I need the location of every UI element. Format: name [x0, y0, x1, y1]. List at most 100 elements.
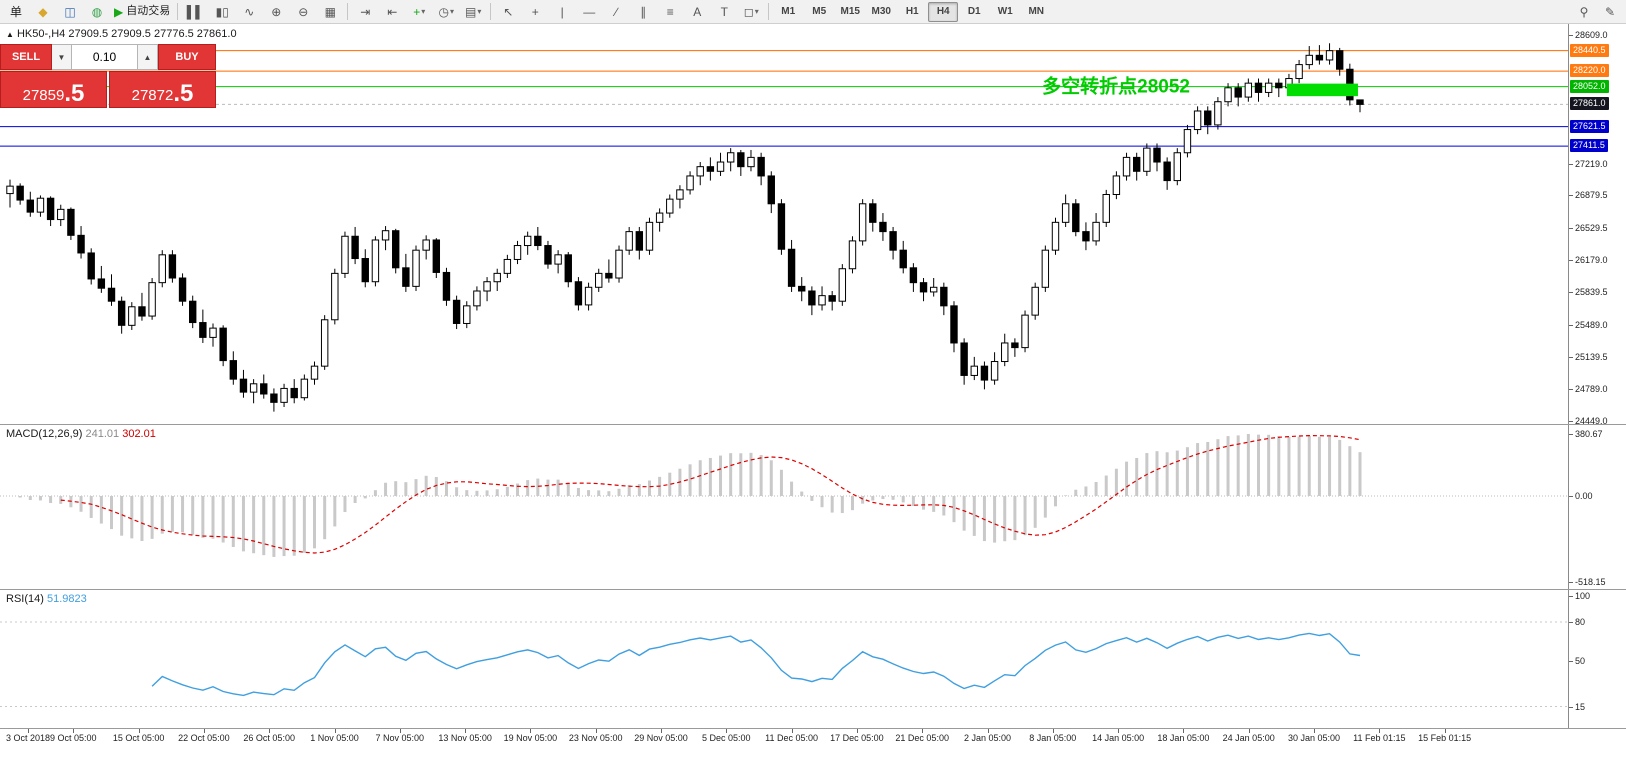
panel-divider[interactable] — [0, 589, 1626, 590]
macd-title: MACD(12,26,9) — [6, 428, 83, 440]
time-tick: 11 Dec 05:00 — [765, 733, 819, 743]
timeframe-h1[interactable]: H1 — [905, 6, 919, 17]
lot-decrease-button[interactable]: ▼ — [52, 44, 72, 70]
time-tick: 8 Jan 05:00 — [1029, 733, 1077, 743]
lot-increase-button[interactable]: ▲ — [138, 44, 158, 70]
rsi-axis-tick: 80 — [1575, 617, 1586, 627]
time-tick: 7 Nov 05:00 — [375, 733, 425, 743]
price-level-badge: 27621.5 — [1570, 119, 1609, 133]
axis-tickmark — [1569, 496, 1573, 497]
channel-button[interactable]: ∥ — [640, 4, 647, 19]
axis-tickmark — [1569, 356, 1573, 358]
periods-button[interactable]: ◷ ▾ — [438, 4, 454, 19]
axis-tickmark — [1569, 706, 1573, 708]
price-level-badge: 28440.5 — [1570, 43, 1609, 57]
candlestick-chart-button[interactable]: ▮▯ — [215, 4, 229, 19]
refresh-icon[interactable]: ◍ — [91, 4, 103, 19]
price-level-lines[interactable] — [0, 50, 1568, 147]
time-tickmark — [987, 729, 989, 733]
tile-windows-button[interactable]: ▦ — [324, 4, 336, 19]
time-tickmark — [1444, 729, 1446, 733]
cursor-button[interactable]: ↖ — [503, 4, 514, 19]
autotrading-button[interactable]: ▶ 自动交易 — [114, 4, 171, 19]
timeframe-m5[interactable]: M5 — [812, 6, 827, 17]
timeframe-m1[interactable]: M1 — [781, 6, 796, 17]
time-tick: 18 Jan 05:00 — [1157, 733, 1210, 743]
time-tickmark — [1248, 729, 1250, 733]
zoom-out-button[interactable]: ⊖ — [298, 4, 309, 19]
chart-wizard-icon[interactable]: ◆ — [38, 4, 48, 19]
timeframe-mn[interactable]: MN — [1028, 6, 1045, 17]
buy-price-box[interactable]: 27872.5 — [109, 71, 216, 108]
buy-price-frac: .5 — [173, 79, 194, 107]
time-tick: 24 Jan 05:00 — [1222, 733, 1275, 743]
vertical-line-button[interactable]: | — [560, 4, 564, 19]
edit-icon[interactable]: ✎ — [1604, 4, 1616, 19]
time-tick: 21 Dec 05:00 — [895, 733, 949, 743]
macd-axis-tick: -518.15 — [1575, 577, 1606, 587]
line-chart-button[interactable]: ∿ — [244, 4, 255, 19]
time-tickmark — [73, 729, 75, 733]
lot-size-input[interactable] — [72, 44, 138, 70]
time-tickmark — [856, 729, 858, 733]
bar-chart-button[interactable]: ▌▌ — [186, 4, 204, 19]
sell-button[interactable]: SELL — [0, 44, 52, 70]
buy-button[interactable]: BUY — [158, 44, 216, 70]
text-button[interactable]: A — [693, 4, 702, 19]
sell-price-box[interactable]: 27859.5 — [0, 71, 107, 108]
time-tick: 2 Jan 05:00 — [963, 733, 1012, 743]
highlight-zone[interactable] — [1286, 83, 1358, 97]
time-tick: 19 Nov 05:00 — [503, 733, 558, 743]
symbol-ohlc-values: 27909.5 27909.5 27776.5 27861.0 — [68, 28, 237, 40]
time-tick: 17 Dec 05:00 — [830, 733, 884, 743]
axis-tickmark — [1569, 661, 1573, 662]
time-tickmark — [203, 729, 205, 733]
auto-scroll-button[interactable]: ⇥ — [360, 4, 371, 19]
zoom-in-button[interactable]: ⊕ — [271, 4, 282, 19]
time-tickmark — [1052, 729, 1054, 733]
time-tickmark — [1118, 729, 1120, 733]
price-axis[interactable]: 28609.0 27219.0 26879.5 26529.5 26179.0 25839… — [1568, 24, 1626, 729]
time-tickmark — [465, 729, 467, 733]
timeframe-w1[interactable]: W1 — [997, 6, 1013, 17]
crosshair-button[interactable]: + — [531, 4, 539, 19]
search-icon[interactable]: ⚲ — [1579, 4, 1589, 19]
profiles-icon[interactable]: ◫ — [64, 4, 76, 19]
new-order-button[interactable]: 单 — [9, 4, 22, 19]
panel-divider[interactable] — [0, 424, 1626, 425]
templates-button[interactable]: ▤ ▾ — [465, 4, 482, 19]
time-tickmark — [661, 729, 662, 733]
time-tick: 26 Oct 05:00 — [243, 733, 295, 743]
horizontal-line-button[interactable]: — — [583, 4, 596, 19]
timeframe-m15[interactable]: M15 — [840, 6, 860, 17]
timeframe-h4[interactable]: H4 — [928, 1, 959, 22]
price-level-badge: 28220.0 — [1570, 64, 1609, 78]
one-click-trading-panel: SELL ▼ ▲ BUY 27859.5 27872.5 — [0, 44, 216, 108]
price-tick: 26879.5 — [1575, 190, 1608, 201]
indicators-button[interactable]: + ▾ — [413, 4, 426, 19]
price-tick: 28609.0 — [1575, 30, 1608, 40]
toolbar: 单 ◆ ◫ ◍ ▶ 自动交易 ▌▌ ▮▯ ∿ ⊕ ⊖ ▦ ⇥ ⇤ + ▾ ◷ ▾ ▤ ▾ ↖ + | — ∕ ∥ ≡ A T ◻ ▾ M1 M5… — [0, 0, 1626, 24]
text-label-button[interactable]: T — [720, 4, 728, 19]
symbol-name: HK50-,H4 — [16, 28, 66, 40]
toolbar-separator — [347, 3, 349, 20]
time-tickmark — [1314, 729, 1315, 733]
toolbar-separator — [490, 3, 492, 20]
trendline-button[interactable]: ∕ — [615, 4, 618, 19]
annotation-text[interactable]: 多空转折点28052 — [1042, 75, 1190, 98]
time-axis[interactable]: 3 Oct 2018 9 Oct 05:00 15 Oct 05:00 22 Oct … — [0, 729, 1626, 769]
timeframe-m30[interactable]: M30 — [871, 6, 891, 17]
time-tickmark — [269, 729, 271, 733]
chart-shift-button[interactable]: ⇤ — [387, 4, 398, 19]
price-tick: 25839.5 — [1575, 286, 1608, 297]
time-tick: 5 Dec 05:00 — [702, 733, 751, 743]
toolbar-separator — [768, 3, 770, 20]
time-tick: 22 Oct 05:00 — [178, 733, 230, 743]
time-tick: 30 Jan 05:00 — [1287, 733, 1341, 743]
fibonacci-button[interactable]: ≡ — [666, 4, 674, 19]
price-tick: 25489.0 — [1575, 319, 1608, 330]
time-tick: 14 Jan 05:00 — [1092, 733, 1145, 743]
timeframe-d1[interactable]: D1 — [967, 6, 981, 17]
shapes-button[interactable]: ◻ ▾ — [743, 4, 759, 19]
